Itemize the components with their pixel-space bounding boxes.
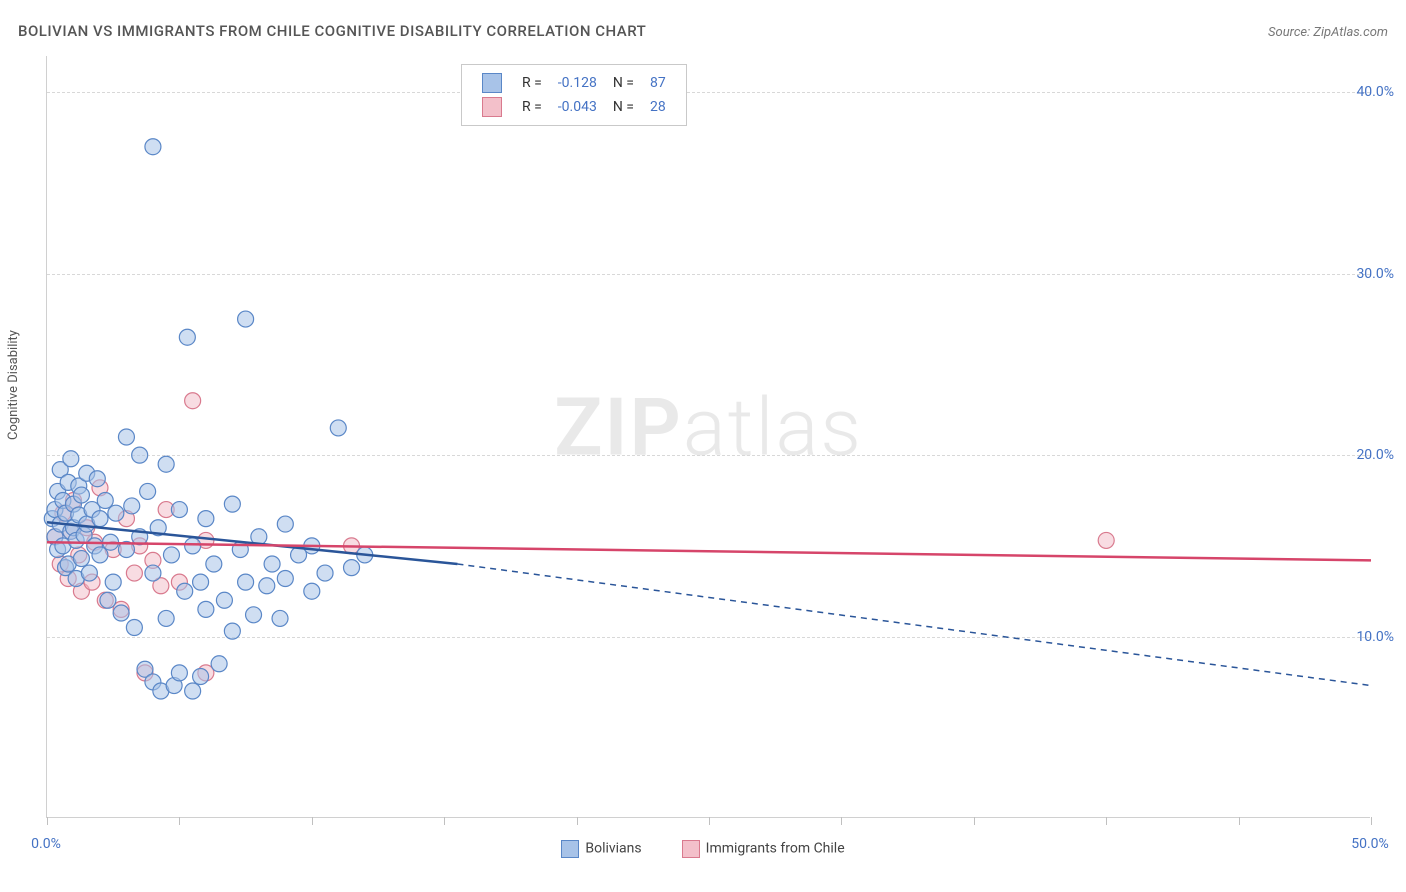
legend-label-chile: Immigrants from Chile (706, 841, 845, 857)
y-tick-label: 20.0% (1356, 447, 1394, 463)
correlation-legend: R = -0.128 N = 87 R = -0.043 N = 28 (461, 64, 687, 126)
legend-item-bolivians: Bolivians (561, 840, 641, 858)
series-legend: Bolivians Immigrants from Chile (0, 840, 1406, 858)
legend-swatch-2 (482, 97, 502, 117)
legend-swatch-bolivians (561, 840, 579, 858)
chart-title: BOLIVIAN VS IMMIGRANTS FROM CHILE COGNIT… (18, 22, 646, 40)
chart-container: BOLIVIAN VS IMMIGRANTS FROM CHILE COGNIT… (0, 0, 1406, 892)
x-tick (1239, 817, 1240, 825)
x-tick (974, 817, 975, 825)
y-tick-label: 10.0% (1356, 629, 1394, 645)
r-value-1: -0.128 (550, 71, 605, 95)
title-row: BOLIVIAN VS IMMIGRANTS FROM CHILE COGNIT… (18, 22, 1388, 40)
x-tick (577, 817, 578, 825)
r-value-2: -0.043 (550, 95, 605, 119)
y-axis-label: Cognitive Disability (6, 330, 21, 440)
y-tick-label: 30.0% (1356, 266, 1394, 282)
legend-swatch-chile (682, 840, 700, 858)
plot-area: ZIPatlas R = -0.128 N = 87 R = -0.043 N … (46, 56, 1370, 818)
legend-swatch-1 (482, 73, 502, 93)
source-label: Source: ZipAtlas.com (1268, 25, 1388, 40)
x-tick (47, 817, 48, 825)
x-tick (444, 817, 445, 825)
scatter-svg (47, 56, 1370, 817)
x-tick (1106, 817, 1107, 825)
n-label-2: N = (613, 99, 634, 115)
y-tick-label: 40.0% (1356, 84, 1394, 100)
legend-item-chile: Immigrants from Chile (682, 840, 845, 858)
x-tick (179, 817, 180, 825)
x-tick (841, 817, 842, 825)
r-label: R = (522, 75, 542, 91)
x-tick (312, 817, 313, 825)
legend-label-bolivians: Bolivians (585, 841, 641, 857)
r-label-2: R = (522, 99, 542, 115)
n-value-1: 87 (642, 71, 674, 95)
x-tick (1371, 817, 1372, 825)
n-label: N = (613, 75, 634, 91)
x-tick (709, 817, 710, 825)
n-value-2: 28 (642, 95, 674, 119)
